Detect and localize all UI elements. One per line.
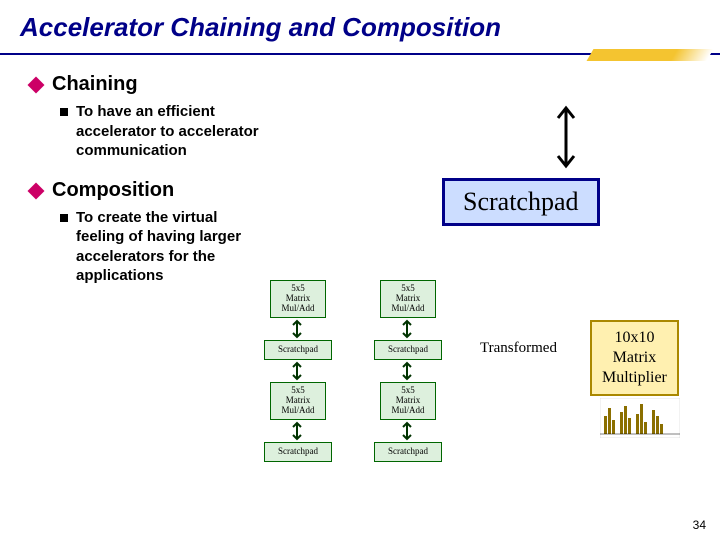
scratchpad-small: Scratchpad bbox=[264, 442, 332, 462]
mul-l3: Mul/Add bbox=[391, 304, 424, 314]
mul-box: 5x5 Matrix Mul/Add bbox=[380, 382, 436, 420]
composition-sub: To create the virtual feeling of having … bbox=[60, 208, 260, 286]
result-l3: Multiplier bbox=[602, 368, 667, 388]
square-icon bbox=[60, 214, 68, 222]
updown-arrow-icon bbox=[400, 318, 414, 340]
mul-box: 5x5 Matrix Mul/Add bbox=[270, 280, 326, 318]
square-icon bbox=[60, 108, 68, 116]
updown-arrow-icon bbox=[552, 102, 580, 172]
composition-heading: Composition bbox=[52, 179, 174, 202]
scratchpad-small: Scratchpad bbox=[374, 442, 442, 462]
updown-arrow-icon bbox=[290, 318, 304, 340]
scratchpad-small: Scratchpad bbox=[264, 340, 332, 360]
chaining-sub: To have an efficient accelerator to acce… bbox=[60, 102, 260, 161]
title-rule bbox=[0, 49, 720, 63]
tiny-chart-icon bbox=[600, 398, 680, 438]
composition-sub-text: To create the virtual feeling of having … bbox=[76, 208, 260, 286]
diamond-icon bbox=[28, 77, 45, 94]
scratchpad-box: Scratchpad bbox=[442, 178, 600, 226]
slide-title: Accelerator Chaining and Composition bbox=[0, 0, 720, 49]
updown-arrow-icon bbox=[290, 420, 304, 442]
page-number: 34 bbox=[693, 518, 706, 532]
title-accent bbox=[587, 49, 714, 61]
updown-arrow-icon bbox=[290, 360, 304, 382]
mul-box: 5x5 Matrix Mul/Add bbox=[270, 382, 326, 420]
mul-l3: Mul/Add bbox=[281, 304, 314, 314]
bullet-chaining: Chaining bbox=[30, 73, 700, 96]
chaining-heading: Chaining bbox=[52, 73, 138, 96]
scratchpad-small: Scratchpad bbox=[374, 340, 442, 360]
result-l1: 10x10 bbox=[602, 328, 667, 348]
mul-box: 5x5 Matrix Mul/Add bbox=[380, 280, 436, 318]
result-box: 10x10 Matrix Multiplier bbox=[590, 320, 679, 396]
diamond-icon bbox=[28, 182, 45, 199]
mul-l3: Mul/Add bbox=[281, 406, 314, 416]
result-l2: Matrix bbox=[602, 348, 667, 368]
transformed-label: Transformed bbox=[480, 340, 557, 357]
chaining-sub-text: To have an efficient accelerator to acce… bbox=[76, 102, 260, 161]
content-area: Chaining To have an efficient accelerato… bbox=[0, 73, 720, 286]
updown-arrow-icon bbox=[400, 420, 414, 442]
mul-l3: Mul/Add bbox=[391, 406, 424, 416]
updown-arrow-icon bbox=[400, 360, 414, 382]
